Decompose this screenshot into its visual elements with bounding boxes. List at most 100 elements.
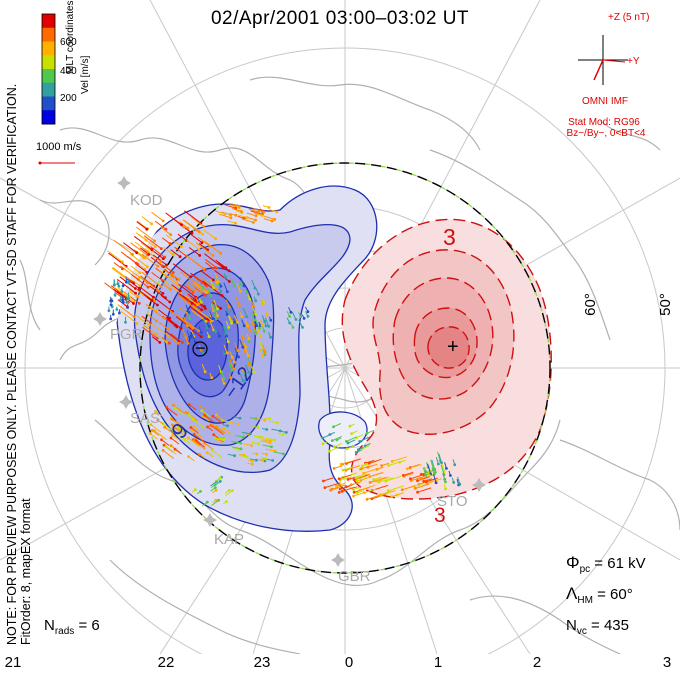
- velocity-vector-origin: [160, 264, 164, 268]
- velocity-vector-origin: [377, 480, 381, 484]
- velocity-vector-origin: [321, 436, 325, 440]
- velocity-vector: [197, 236, 211, 247]
- velocity-vector: [430, 459, 434, 469]
- velocity-vector-origin: [281, 433, 285, 436]
- velocity-vector-origin: [197, 247, 201, 251]
- velocity-vector-origin: [169, 444, 173, 448]
- velocity-vector-origin: [321, 442, 325, 446]
- velocity-vector-origin: [171, 271, 175, 274]
- velocity-vector-origin: [165, 263, 169, 267]
- velocity-vector: [426, 477, 438, 483]
- velocity-vector-origin: [182, 225, 186, 229]
- velocity-vector: [378, 477, 394, 483]
- velocity-vector: [172, 263, 191, 278]
- velocity-vector-origin: [226, 340, 230, 344]
- velocity-vector: [363, 468, 379, 474]
- velocity-vector: [264, 215, 275, 220]
- velocity-vector-origin: [349, 483, 353, 487]
- velocity-vector-origin: [239, 283, 243, 287]
- velocity-vector-origin: [204, 319, 208, 323]
- velocity-vector: [161, 278, 181, 294]
- velocity-vector: [113, 240, 133, 255]
- velocity-vector: [163, 269, 174, 278]
- velocity-vector-origin: [248, 363, 251, 367]
- velocity-vector-origin: [275, 210, 279, 214]
- velocity-vector-origin: [229, 376, 233, 380]
- velocity-vector: [135, 226, 155, 242]
- velocity-vector: [250, 210, 263, 215]
- velocity-vector-origin: [227, 488, 231, 492]
- velocity-vector: [152, 254, 167, 266]
- velocity-vector: [126, 278, 140, 289]
- velocity-vector-origin: [452, 481, 456, 484]
- velocity-vector: [130, 242, 148, 256]
- velocity-vector-origin: [131, 252, 135, 256]
- velocity-vector-origin: [354, 451, 358, 454]
- velocity-vector-origin: [199, 290, 203, 293]
- velocity-vector-origin: [138, 271, 142, 274]
- velocity-vector: [204, 261, 214, 269]
- velocity-vector: [346, 444, 356, 450]
- velocity-vector-origin: [220, 294, 224, 297]
- velocity-vector: [145, 304, 165, 319]
- velocity-vector: [141, 271, 162, 287]
- velocity-vector: [224, 204, 236, 209]
- velocity-vector-origin: [329, 488, 333, 492]
- velocity-vector: [146, 304, 156, 312]
- velocity-vector: [130, 265, 141, 273]
- velocity-vector: [202, 280, 223, 296]
- velocity-vector-origin: [176, 341, 180, 345]
- velocity-vector-origin: [161, 292, 165, 295]
- velocity-vector-origin: [214, 488, 218, 492]
- velocity-vector-origin: [254, 332, 258, 336]
- velocity-vector-origin: [179, 327, 183, 330]
- velocity-vector: [166, 307, 183, 321]
- velocity-vector-origin: [241, 345, 245, 349]
- velocity-vector: [322, 433, 333, 439]
- velocity-vector-origin: [121, 260, 124, 264]
- velocity-vector-origin: [156, 264, 160, 268]
- colorbar-segment: [42, 55, 55, 70]
- velocity-vector-origin: [434, 471, 437, 474]
- velocity-vector-origin: [245, 378, 249, 382]
- velocity-vector: [183, 319, 199, 332]
- velocity-vector: [151, 211, 164, 222]
- preview-note: NOTE: FOR PREVIEW PURPOSES ONLY. PLEASE …: [5, 83, 19, 645]
- velocity-vector-origin: [156, 303, 159, 307]
- velocity-vector: [162, 272, 180, 286]
- velocity-vector: [118, 287, 131, 298]
- velocity-vector-origin: [160, 438, 163, 442]
- velocity-vector-origin: [237, 204, 241, 208]
- velocity-vector: [173, 430, 186, 441]
- velocity-vector-origin: [172, 275, 176, 279]
- velocity-vector: [198, 243, 208, 251]
- velocity-vector-origin: [240, 209, 243, 213]
- velocity-vector-origin: [276, 421, 279, 425]
- velocity-vector-origin: [190, 231, 194, 235]
- velocity-vector-origin: [362, 471, 366, 475]
- velocity-vector-origin: [227, 305, 231, 309]
- velocity-vector-origin: [251, 459, 255, 463]
- velocity-vector-origin: [238, 289, 242, 293]
- velocity-vector-origin: [253, 286, 257, 290]
- velocity-vector: [346, 458, 361, 464]
- velocity-vector-origin: [269, 335, 272, 339]
- velocity-vector: [191, 216, 205, 227]
- velocity-vector-origin: [356, 448, 360, 452]
- velocity-vector-origin: [270, 219, 274, 223]
- velocity-vector-origin: [227, 269, 231, 273]
- velocity-vector: [150, 246, 166, 258]
- velocity-vector-origin: [200, 409, 204, 412]
- velocity-vector-origin: [237, 422, 240, 426]
- velocity-vector-origin: [267, 324, 271, 328]
- velocity-vector: [141, 216, 152, 225]
- velocity-vector-origin: [113, 293, 117, 297]
- imf-clock-dial: [578, 35, 628, 85]
- velocity-vector: [107, 250, 123, 263]
- velocity-vector-origin: [215, 281, 219, 285]
- velocity-vector-origin: [212, 433, 216, 437]
- velocity-vector: [426, 478, 443, 485]
- velocity-vector: [365, 459, 375, 464]
- velocity-vector-origin: [270, 445, 273, 449]
